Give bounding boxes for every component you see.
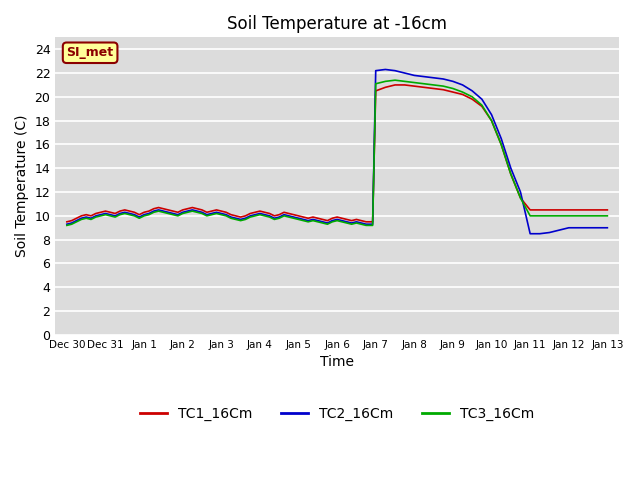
X-axis label: Time: Time [320,355,354,369]
Legend: TC1_16Cm, TC2_16Cm, TC3_16Cm: TC1_16Cm, TC2_16Cm, TC3_16Cm [134,401,540,427]
Text: SI_met: SI_met [67,46,114,59]
Y-axis label: Soil Temperature (C): Soil Temperature (C) [15,115,29,257]
Title: Soil Temperature at -16cm: Soil Temperature at -16cm [227,15,447,33]
